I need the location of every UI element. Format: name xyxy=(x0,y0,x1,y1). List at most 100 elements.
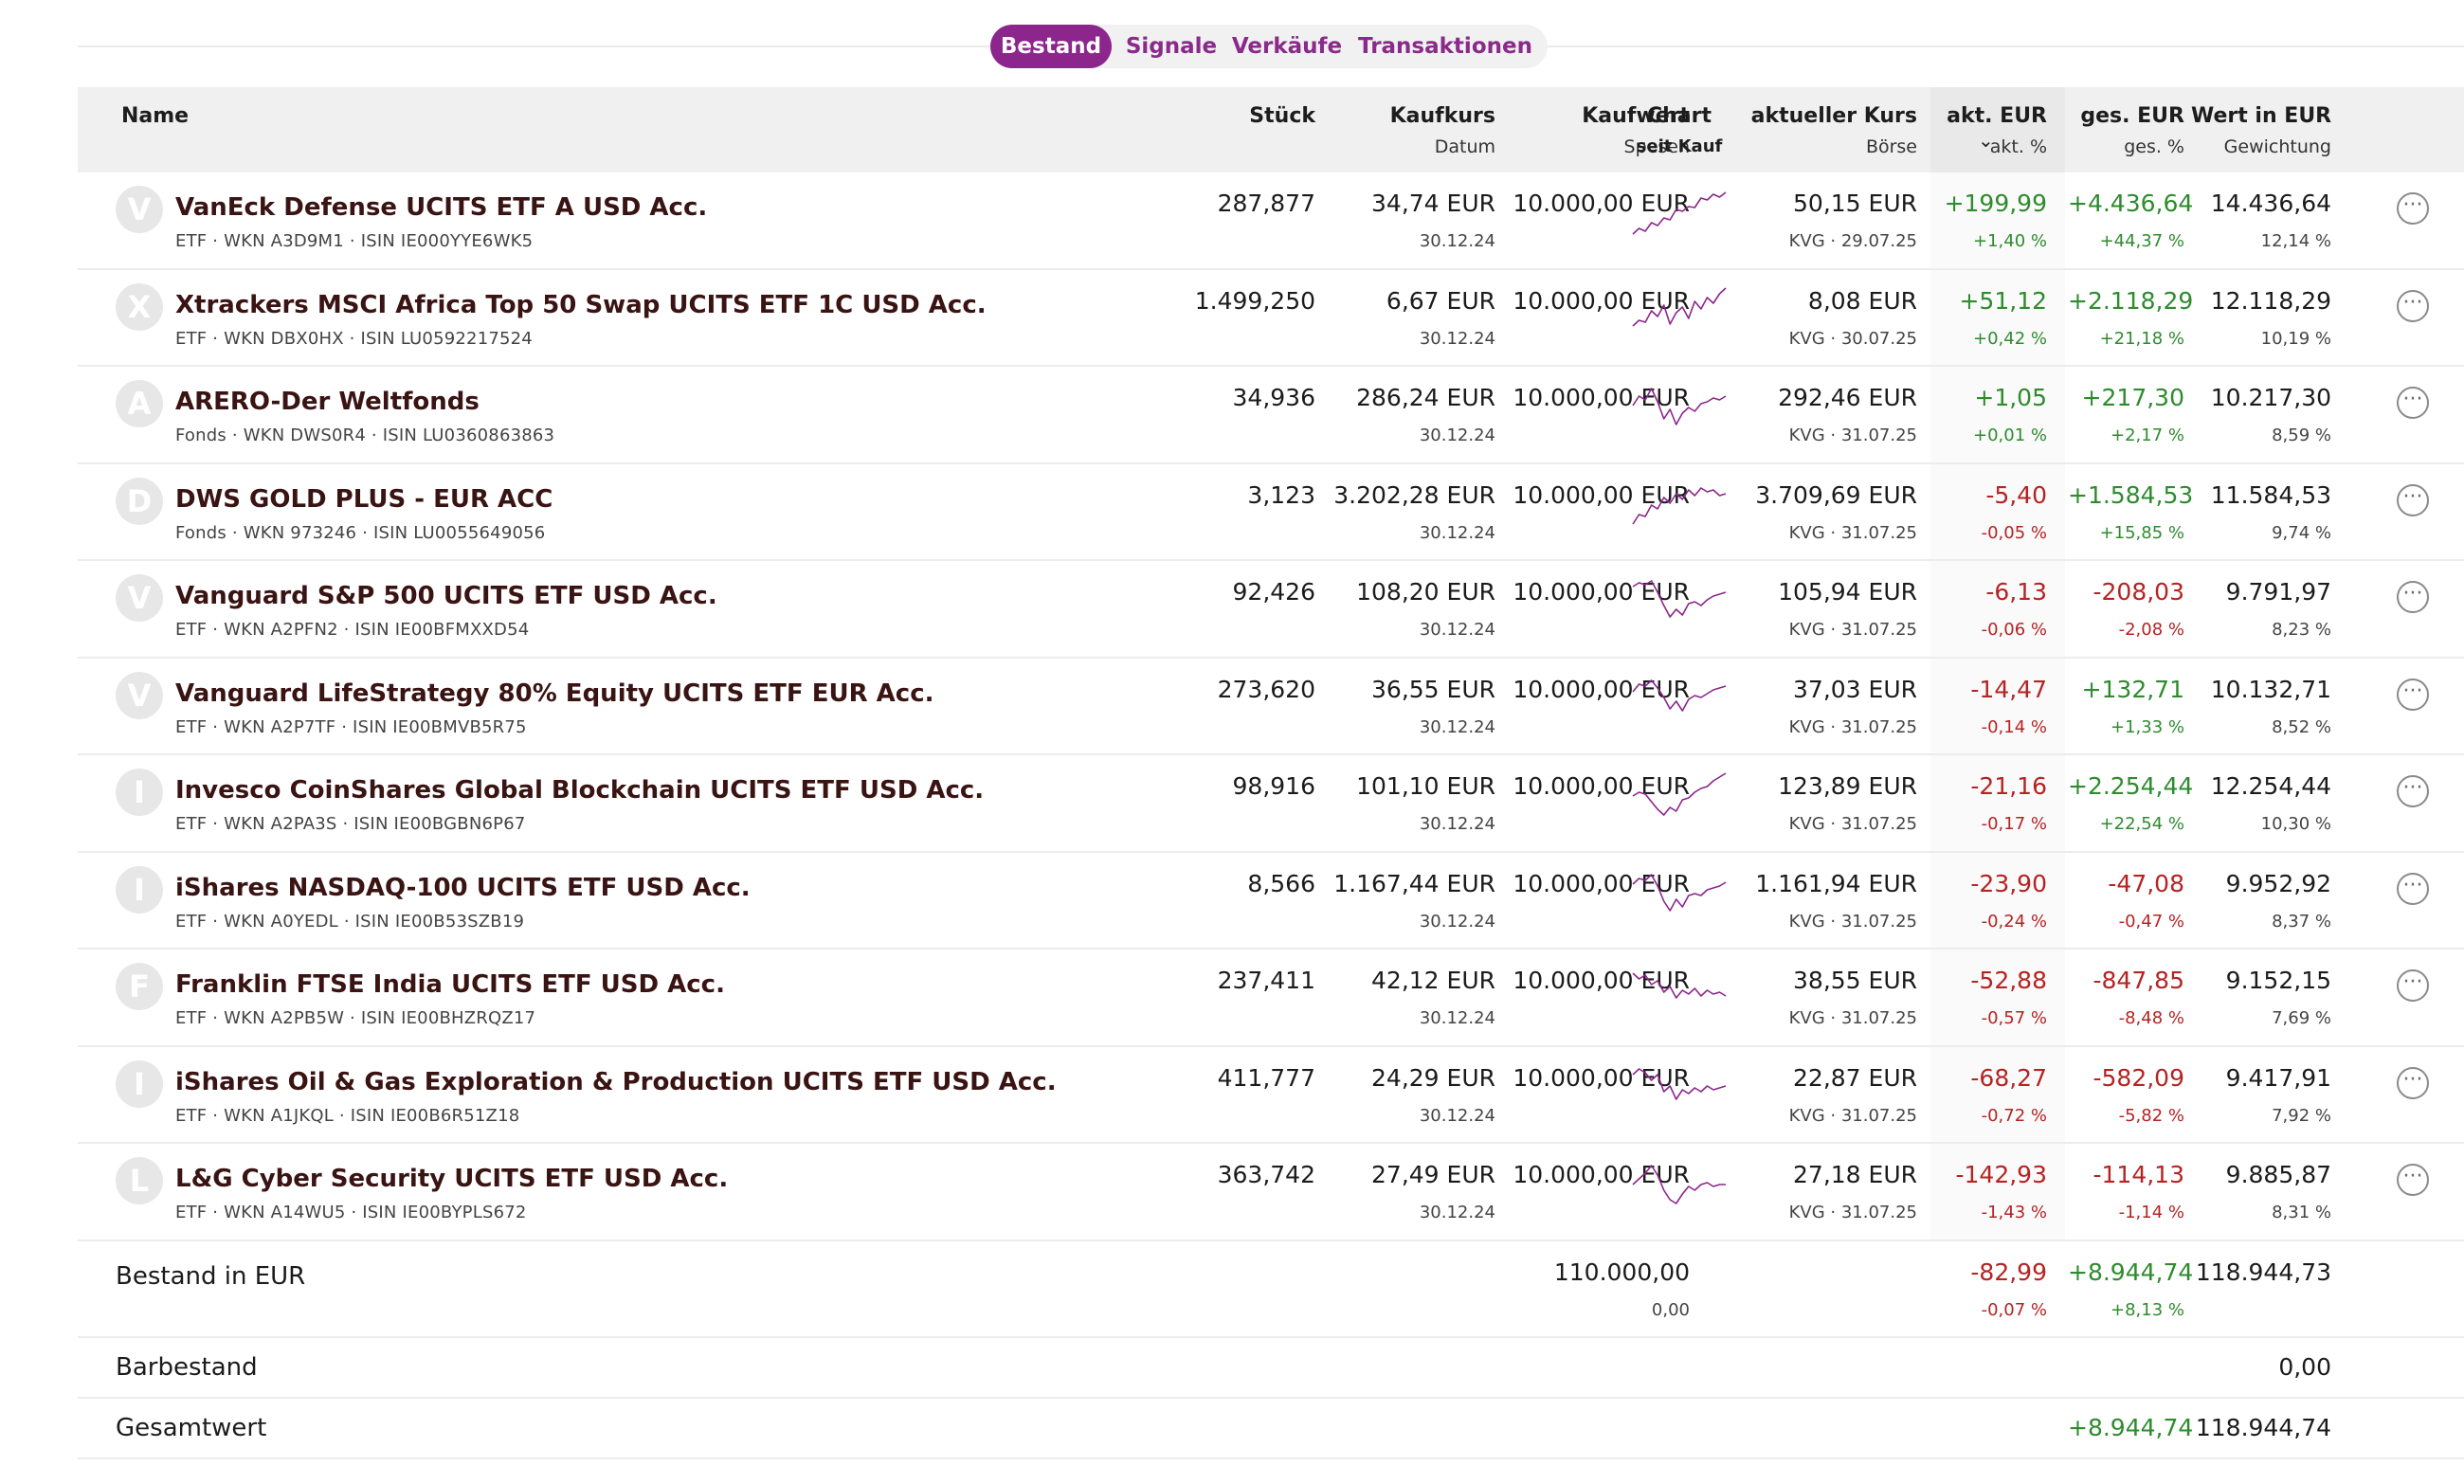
col-subheader-spesen[interactable]: Spesen xyxy=(1623,136,1690,157)
table-row[interactable]: I iShares NASDAQ-100 UCITS ETF USD Acc. … xyxy=(78,852,2464,950)
col-subheader-gewichtung[interactable]: Gewichtung xyxy=(2223,136,2331,157)
fund-meta: ETF · WKN A2PFN2 · ISIN IE00BFMXXD54 xyxy=(175,620,530,640)
col-header-wert[interactable]: Wert in EUR xyxy=(2191,104,2332,128)
fund-meta: ETF · WKN A2PB5W · ISIN IE00BHZRQZ17 xyxy=(175,1008,536,1028)
more-options-icon[interactable]: ··· xyxy=(2397,678,2429,711)
akt-pct-value: -0,14 % xyxy=(1981,716,2047,737)
more-options-icon[interactable]: ··· xyxy=(2397,289,2429,322)
aktueller-kurs-value: 292,46 EUR xyxy=(1778,384,1917,411)
fund-name-link[interactable]: Vanguard LifeStrategy 80% Equity UCITS E… xyxy=(175,679,934,708)
col-header-kaufwert[interactable]: Kaufwert xyxy=(1582,104,1690,128)
table-row[interactable]: V VanEck Defense UCITS ETF A USD Acc. ET… xyxy=(78,172,2464,270)
more-options-icon[interactable]: ··· xyxy=(2397,969,2429,1002)
fund-meta: Fonds · WKN 973246 · ISIN LU0055649056 xyxy=(175,522,546,543)
fund-name-link[interactable]: Xtrackers MSCI Africa Top 50 Swap UCITS … xyxy=(175,290,987,319)
more-options-icon[interactable]: ··· xyxy=(2397,192,2429,225)
more-options-icon[interactable]: ··· xyxy=(2397,1066,2429,1099)
tab-signale[interactable]: Signale xyxy=(1125,34,1218,59)
stueck-value: 92,426 xyxy=(1232,578,1315,606)
more-options-icon[interactable]: ··· xyxy=(2397,775,2429,807)
sorted-column-highlight xyxy=(1930,852,2065,948)
table-row[interactable]: L L&G Cyber Security UCITS ETF USD Acc. … xyxy=(78,1144,2464,1241)
sparkline-chart[interactable] xyxy=(1632,481,1727,529)
kaufdatum-value: 30.12.24 xyxy=(1419,425,1495,445)
more-options-icon[interactable]: ··· xyxy=(2397,387,2429,419)
more-options-icon[interactable]: ··· xyxy=(2397,872,2429,905)
sort-descending-icon[interactable]: ⌄ xyxy=(1978,129,1994,152)
fund-name-link[interactable]: Invesco CoinShares Global Blockchain UCI… xyxy=(175,776,985,805)
more-options-icon[interactable]: ··· xyxy=(2397,581,2429,613)
ges-eur-value: +132,71 xyxy=(2081,675,2184,703)
sparkline-chart[interactable] xyxy=(1632,578,1727,625)
kaufwert-value: 10.000,00 EUR xyxy=(1513,772,1690,800)
stueck-value: 98,916 xyxy=(1232,772,1315,800)
kaufdatum-value: 30.12.24 xyxy=(1419,620,1495,640)
sorted-column-highlight xyxy=(1930,367,2065,462)
fund-avatar: X xyxy=(116,282,163,331)
ges-pct-value: -8,48 % xyxy=(2118,1008,2184,1028)
table-row[interactable]: V Vanguard S&P 500 UCITS ETF USD Acc. ET… xyxy=(78,561,2464,659)
akt-pct-value: -0,05 % xyxy=(1981,522,2047,543)
ges-eur-value: -114,13 xyxy=(2093,1161,2185,1188)
sparkline-line xyxy=(1632,191,1727,235)
ges-pct-value: +1,33 % xyxy=(2111,716,2184,737)
sorted-column-highlight xyxy=(1930,87,2065,172)
sparkline-chart[interactable] xyxy=(1632,190,1727,237)
col-header-akt-eur[interactable]: akt. EUR xyxy=(1947,104,2047,128)
col-header-kaufkurs[interactable]: Kaufkurs xyxy=(1389,104,1495,128)
tab-verkaeufe[interactable]: Verkäufe xyxy=(1231,34,1343,59)
sparkline-chart[interactable] xyxy=(1632,967,1727,1014)
kaufdatum-value: 30.12.24 xyxy=(1419,328,1495,349)
fund-name-link[interactable]: DWS GOLD PLUS - EUR ACC xyxy=(175,484,553,514)
fund-avatar: L xyxy=(116,1157,163,1204)
akt-eur-value: -52,88 xyxy=(1970,967,2047,994)
tab-bestand[interactable]: Bestand xyxy=(990,25,1112,68)
akt-eur-value: -6,13 xyxy=(1985,578,2047,606)
fund-name-link[interactable]: L&G Cyber Security UCITS ETF USD Acc. xyxy=(175,1165,729,1193)
more-options-icon[interactable]: ··· xyxy=(2397,1164,2429,1196)
sparkline-chart[interactable] xyxy=(1632,384,1727,431)
sparkline-chart[interactable] xyxy=(1632,676,1727,723)
aktueller-kurs-value: 123,89 EUR xyxy=(1778,772,1917,800)
table-row[interactable]: A ARERO-Der Weltfonds Fonds · WKN DWS0R4… xyxy=(78,367,2464,464)
col-subheader-boerse[interactable]: Börse xyxy=(1865,136,1917,157)
wert-value: 9.152,15 xyxy=(2225,967,2331,994)
kaufwert-value: 10.000,00 EUR xyxy=(1513,1161,1690,1188)
table-row[interactable]: I iShares Oil & Gas Exploration & Produc… xyxy=(78,1046,2464,1144)
col-header-ges-eur[interactable]: ges. EUR xyxy=(2080,104,2184,128)
table-row[interactable]: I Invesco CoinShares Global Blockchain U… xyxy=(78,755,2464,853)
table-row[interactable]: V Vanguard LifeStrategy 80% Equity UCITS… xyxy=(78,658,2464,755)
table-row[interactable]: X Xtrackers MSCI Africa Top 50 Swap UCIT… xyxy=(78,269,2464,367)
sparkline-chart[interactable] xyxy=(1632,772,1727,820)
stueck-value: 287,877 xyxy=(1217,190,1315,217)
sparkline-chart[interactable] xyxy=(1632,286,1727,335)
wert-value: 12.118,29 xyxy=(2210,286,2331,315)
gewichtung-value: 8,59 % xyxy=(2272,425,2331,445)
fund-name-link[interactable]: Franklin FTSE India UCITS ETF USD Acc. xyxy=(175,970,725,999)
fund-name-link[interactable]: ARERO-Der Weltfonds xyxy=(175,388,480,416)
col-header-stueck[interactable]: Stück xyxy=(1249,104,1315,128)
sparkline-chart[interactable] xyxy=(1632,1161,1727,1208)
more-options-icon[interactable]: ··· xyxy=(2397,483,2429,516)
tab-transaktionen[interactable]: Transaktionen xyxy=(1358,34,1532,59)
sparkline-chart[interactable] xyxy=(1632,870,1727,917)
summary-akt-eur: -82,99 xyxy=(1970,1258,2047,1286)
kaufdatum-value: 30.12.24 xyxy=(1419,1203,1495,1222)
fund-name-link[interactable]: VanEck Defense UCITS ETF A USD Acc. xyxy=(175,193,708,222)
summary-gesamtwert-wert: 118.944,74 xyxy=(2195,1413,2331,1441)
summary-gesamtwert-ges-eur: +8.944,74 xyxy=(2068,1413,2194,1441)
col-header-aktueller-kurs[interactable]: aktueller Kurs xyxy=(1750,104,1917,128)
col-subheader-datum[interactable]: Datum xyxy=(1434,136,1495,157)
fund-name-link[interactable]: Vanguard S&P 500 UCITS ETF USD Acc. xyxy=(175,582,717,610)
col-subheader-akt-pct[interactable]: akt. % xyxy=(1989,136,2047,157)
fund-name-link[interactable]: iShares Oil & Gas Exploration & Producti… xyxy=(175,1067,1057,1096)
fund-meta: ETF · WKN DBX0HX · ISIN LU0592217524 xyxy=(175,328,533,349)
col-header-name[interactable]: Name xyxy=(121,104,190,128)
col-subheader-ges-pct[interactable]: ges. % xyxy=(2124,136,2184,157)
sparkline-chart[interactable] xyxy=(1632,1064,1727,1112)
fund-name-link[interactable]: iShares NASDAQ-100 UCITS ETF USD Acc. xyxy=(175,873,751,902)
wert-value: 9.952,92 xyxy=(2225,869,2331,897)
wert-value: 12.254,44 xyxy=(2210,772,2331,800)
table-row[interactable]: F Franklin FTSE India UCITS ETF USD Acc.… xyxy=(78,950,2464,1047)
table-row[interactable]: D DWS GOLD PLUS - EUR ACC Fonds · WKN 97… xyxy=(78,463,2464,561)
